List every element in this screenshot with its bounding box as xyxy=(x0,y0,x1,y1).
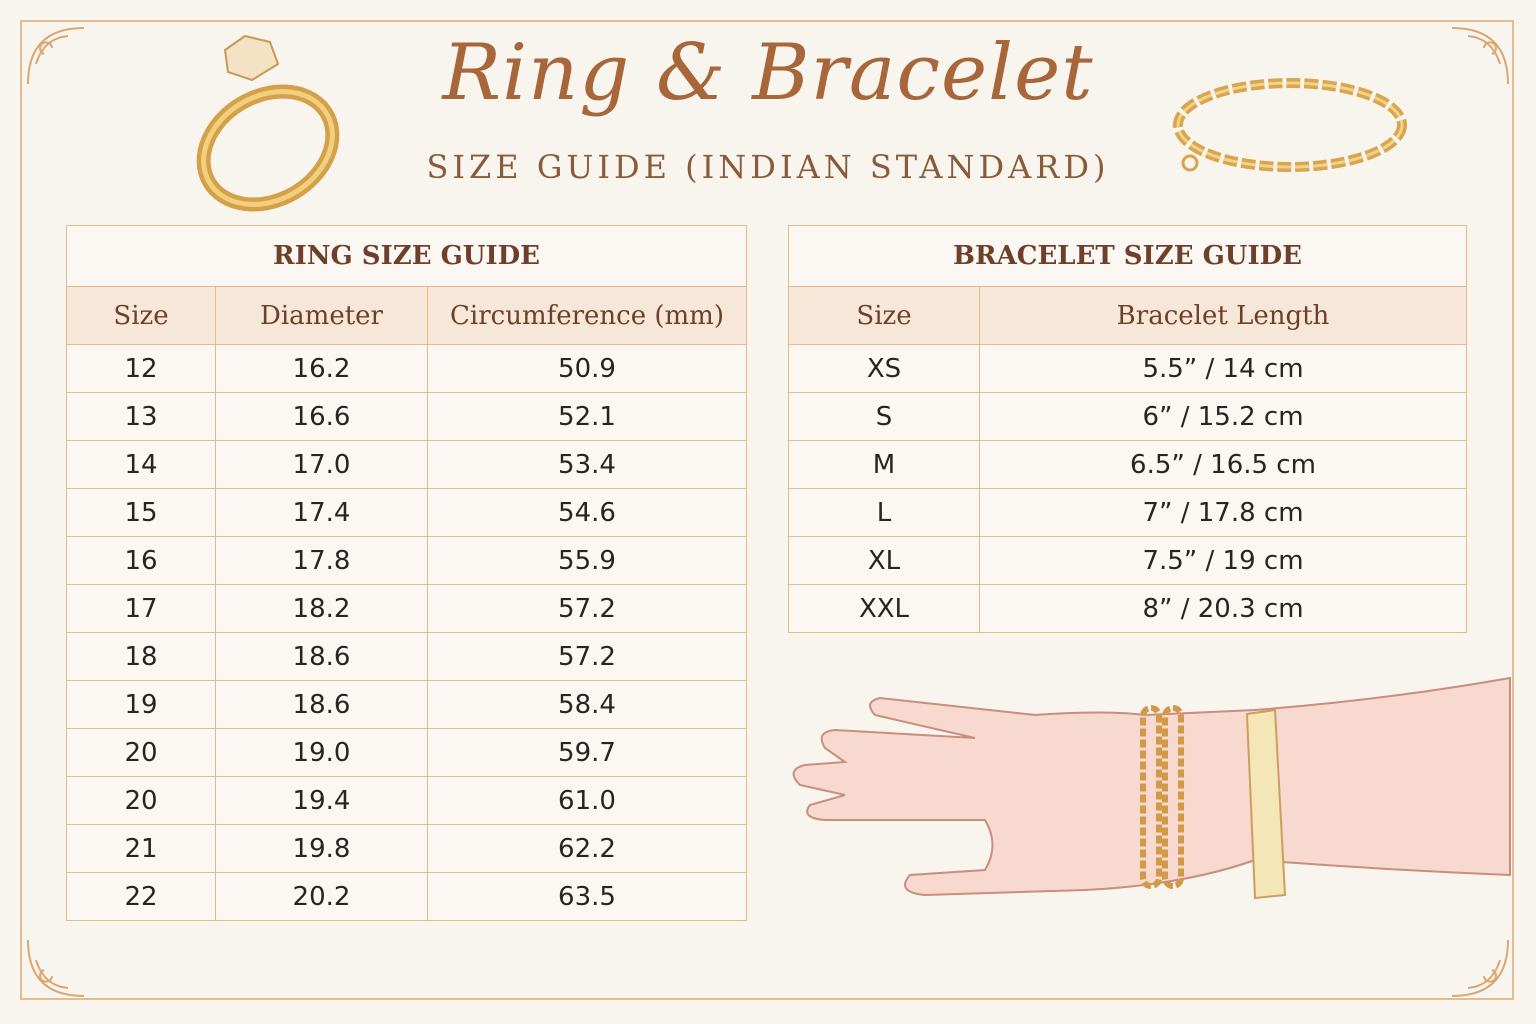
table-row: 22 20.2 63.5 xyxy=(66,872,747,921)
diameter-cell: 20.2 xyxy=(215,872,428,921)
circumference-cell: 57.2 xyxy=(427,584,747,633)
table-row: 21 19.8 62.2 xyxy=(66,824,747,873)
size-cell: XXL xyxy=(788,584,980,633)
size-cell: M xyxy=(788,440,980,489)
size-cell: 22 xyxy=(66,872,216,921)
size-cell: 13 xyxy=(66,392,216,441)
diameter-cell: 19.0 xyxy=(215,728,428,777)
page-subtitle: SIZE GUIDE (INDIAN STANDARD) xyxy=(426,148,1110,186)
table-row: XL 7.5” / 19 cm xyxy=(788,536,1467,585)
ring-illustration-icon xyxy=(196,34,340,212)
table-row: 16 17.8 55.9 xyxy=(66,536,747,585)
circumference-cell: 54.6 xyxy=(427,488,747,537)
bracelet-length-cell: 5.5” / 14 cm xyxy=(979,344,1467,393)
diameter-cell: 19.8 xyxy=(215,824,428,873)
corner-ornament-icon xyxy=(1451,27,1509,85)
table-row: S 6” / 15.2 cm xyxy=(788,392,1467,441)
circumference-cell: 52.1 xyxy=(427,392,747,441)
table-row: 17 18.2 57.2 xyxy=(66,584,747,633)
diameter-cell: 16.2 xyxy=(215,344,428,393)
table-row: 14 17.0 53.4 xyxy=(66,440,747,489)
corner-ornament-icon xyxy=(27,27,85,85)
table-row: XS 5.5” / 14 cm xyxy=(788,344,1467,393)
size-cell: XL xyxy=(788,536,980,585)
diameter-cell: 18.6 xyxy=(215,632,428,681)
bracelet-illustration-icon xyxy=(1173,78,1407,172)
bracelet-table-title: BRACELET SIZE GUIDE xyxy=(788,225,1467,287)
bracelet-length-cell: 6.5” / 16.5 cm xyxy=(979,440,1467,489)
column-header-circumference: Circumference (mm) xyxy=(427,286,747,345)
table-row: 13 16.6 52.1 xyxy=(66,392,747,441)
circumference-cell: 58.4 xyxy=(427,680,747,729)
table-row: L 7” / 17.8 cm xyxy=(788,488,1467,537)
circumference-cell: 57.2 xyxy=(427,632,747,681)
size-cell: 19 xyxy=(66,680,216,729)
size-cell: 17 xyxy=(66,584,216,633)
size-cell: 16 xyxy=(66,536,216,585)
page-frame xyxy=(20,20,1514,1000)
circumference-cell: 59.7 xyxy=(427,728,747,777)
bracelet-length-cell: 7” / 17.8 cm xyxy=(979,488,1467,537)
column-header-size: Size xyxy=(788,286,980,345)
size-cell: 20 xyxy=(66,728,216,777)
bracelet-length-cell: 8” / 20.3 cm xyxy=(979,584,1467,633)
table-row: 15 17.4 54.6 xyxy=(66,488,747,537)
table-row: M 6.5” / 16.5 cm xyxy=(788,440,1467,489)
table-row: 12 16.2 50.9 xyxy=(66,344,747,393)
diameter-cell: 16.6 xyxy=(215,392,428,441)
circumference-cell: 61.0 xyxy=(427,776,747,825)
ring-size-table: RING SIZE GUIDE Size Diameter Circumfere… xyxy=(66,225,747,921)
circumference-cell: 63.5 xyxy=(427,872,747,921)
circumference-cell: 50.9 xyxy=(427,344,747,393)
table-row: XXL 8” / 20.3 cm xyxy=(788,584,1467,633)
table-row: 20 19.4 61.0 xyxy=(66,776,747,825)
column-header-diameter: Diameter xyxy=(215,286,428,345)
diameter-cell: 18.6 xyxy=(215,680,428,729)
size-cell: XS xyxy=(788,344,980,393)
corner-ornament-icon xyxy=(1451,939,1509,997)
bracelet-length-cell: 6” / 15.2 cm xyxy=(979,392,1467,441)
diameter-cell: 19.4 xyxy=(215,776,428,825)
diameter-cell: 17.4 xyxy=(215,488,428,537)
size-cell: 20 xyxy=(66,776,216,825)
bracelet-length-cell: 7.5” / 19 cm xyxy=(979,536,1467,585)
circumference-cell: 62.2 xyxy=(427,824,747,873)
size-cell: L xyxy=(788,488,980,537)
size-cell: 18 xyxy=(66,632,216,681)
size-cell: S xyxy=(788,392,980,441)
circumference-cell: 55.9 xyxy=(427,536,747,585)
size-cell: 15 xyxy=(66,488,216,537)
page-title: Ring & Bracelet xyxy=(442,28,1094,118)
size-cell: 21 xyxy=(66,824,216,873)
column-header-size: Size xyxy=(66,286,216,345)
table-row: 20 19.0 59.7 xyxy=(66,728,747,777)
hand-with-bracelet-illustration-icon xyxy=(792,676,1511,900)
diameter-cell: 17.8 xyxy=(215,536,428,585)
table-row: 19 18.6 58.4 xyxy=(66,680,747,729)
bracelet-size-table: BRACELET SIZE GUIDE Size Bracelet Length… xyxy=(788,225,1467,633)
size-cell: 12 xyxy=(66,344,216,393)
table-row: 18 18.6 57.2 xyxy=(66,632,747,681)
corner-ornament-icon xyxy=(27,939,85,997)
diameter-cell: 18.2 xyxy=(215,584,428,633)
circumference-cell: 53.4 xyxy=(427,440,747,489)
diameter-cell: 17.0 xyxy=(215,440,428,489)
size-cell: 14 xyxy=(66,440,216,489)
ring-table-title: RING SIZE GUIDE xyxy=(66,225,747,287)
column-header-bracelet-length: Bracelet Length xyxy=(979,286,1467,345)
